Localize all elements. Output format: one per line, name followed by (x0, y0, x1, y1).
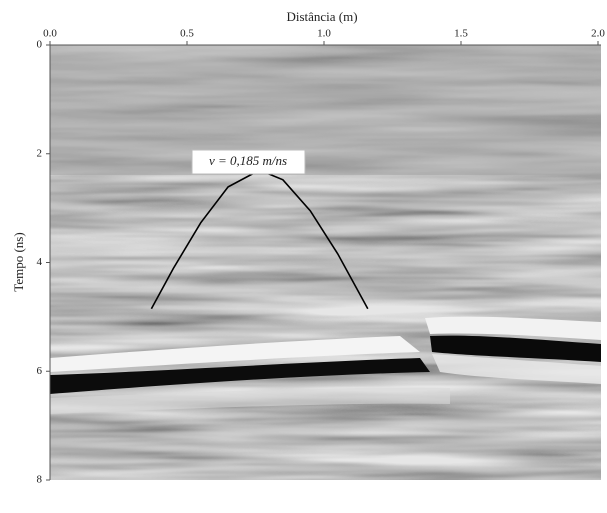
y-axis-title: Tempo (ns) (11, 232, 26, 291)
x-tick-label: 0.5 (180, 28, 194, 40)
y-tick-label: 6 (37, 365, 43, 377)
y-tick-label: 0 (37, 39, 43, 51)
x-tick-label: 1.5 (454, 28, 468, 40)
upper-zone (50, 45, 601, 175)
chart: Distância (m) Tempo (ns) 0.0 0.5 1.0 1.5 2.0… (0, 0, 607, 508)
x-axis-title: Distância (m) (286, 9, 357, 24)
annotation: v = 0,185 m/ns (209, 153, 287, 168)
x-tick-label: 1.0 (317, 28, 331, 40)
y-tick-label: 2 (37, 147, 43, 159)
y-tick-label: 8 (37, 474, 43, 486)
radargram (50, 45, 601, 480)
y-tick-label: 4 (37, 256, 43, 268)
x-tick-label: 0.0 (43, 28, 57, 40)
x-tick-label: 2.0 (591, 28, 605, 40)
